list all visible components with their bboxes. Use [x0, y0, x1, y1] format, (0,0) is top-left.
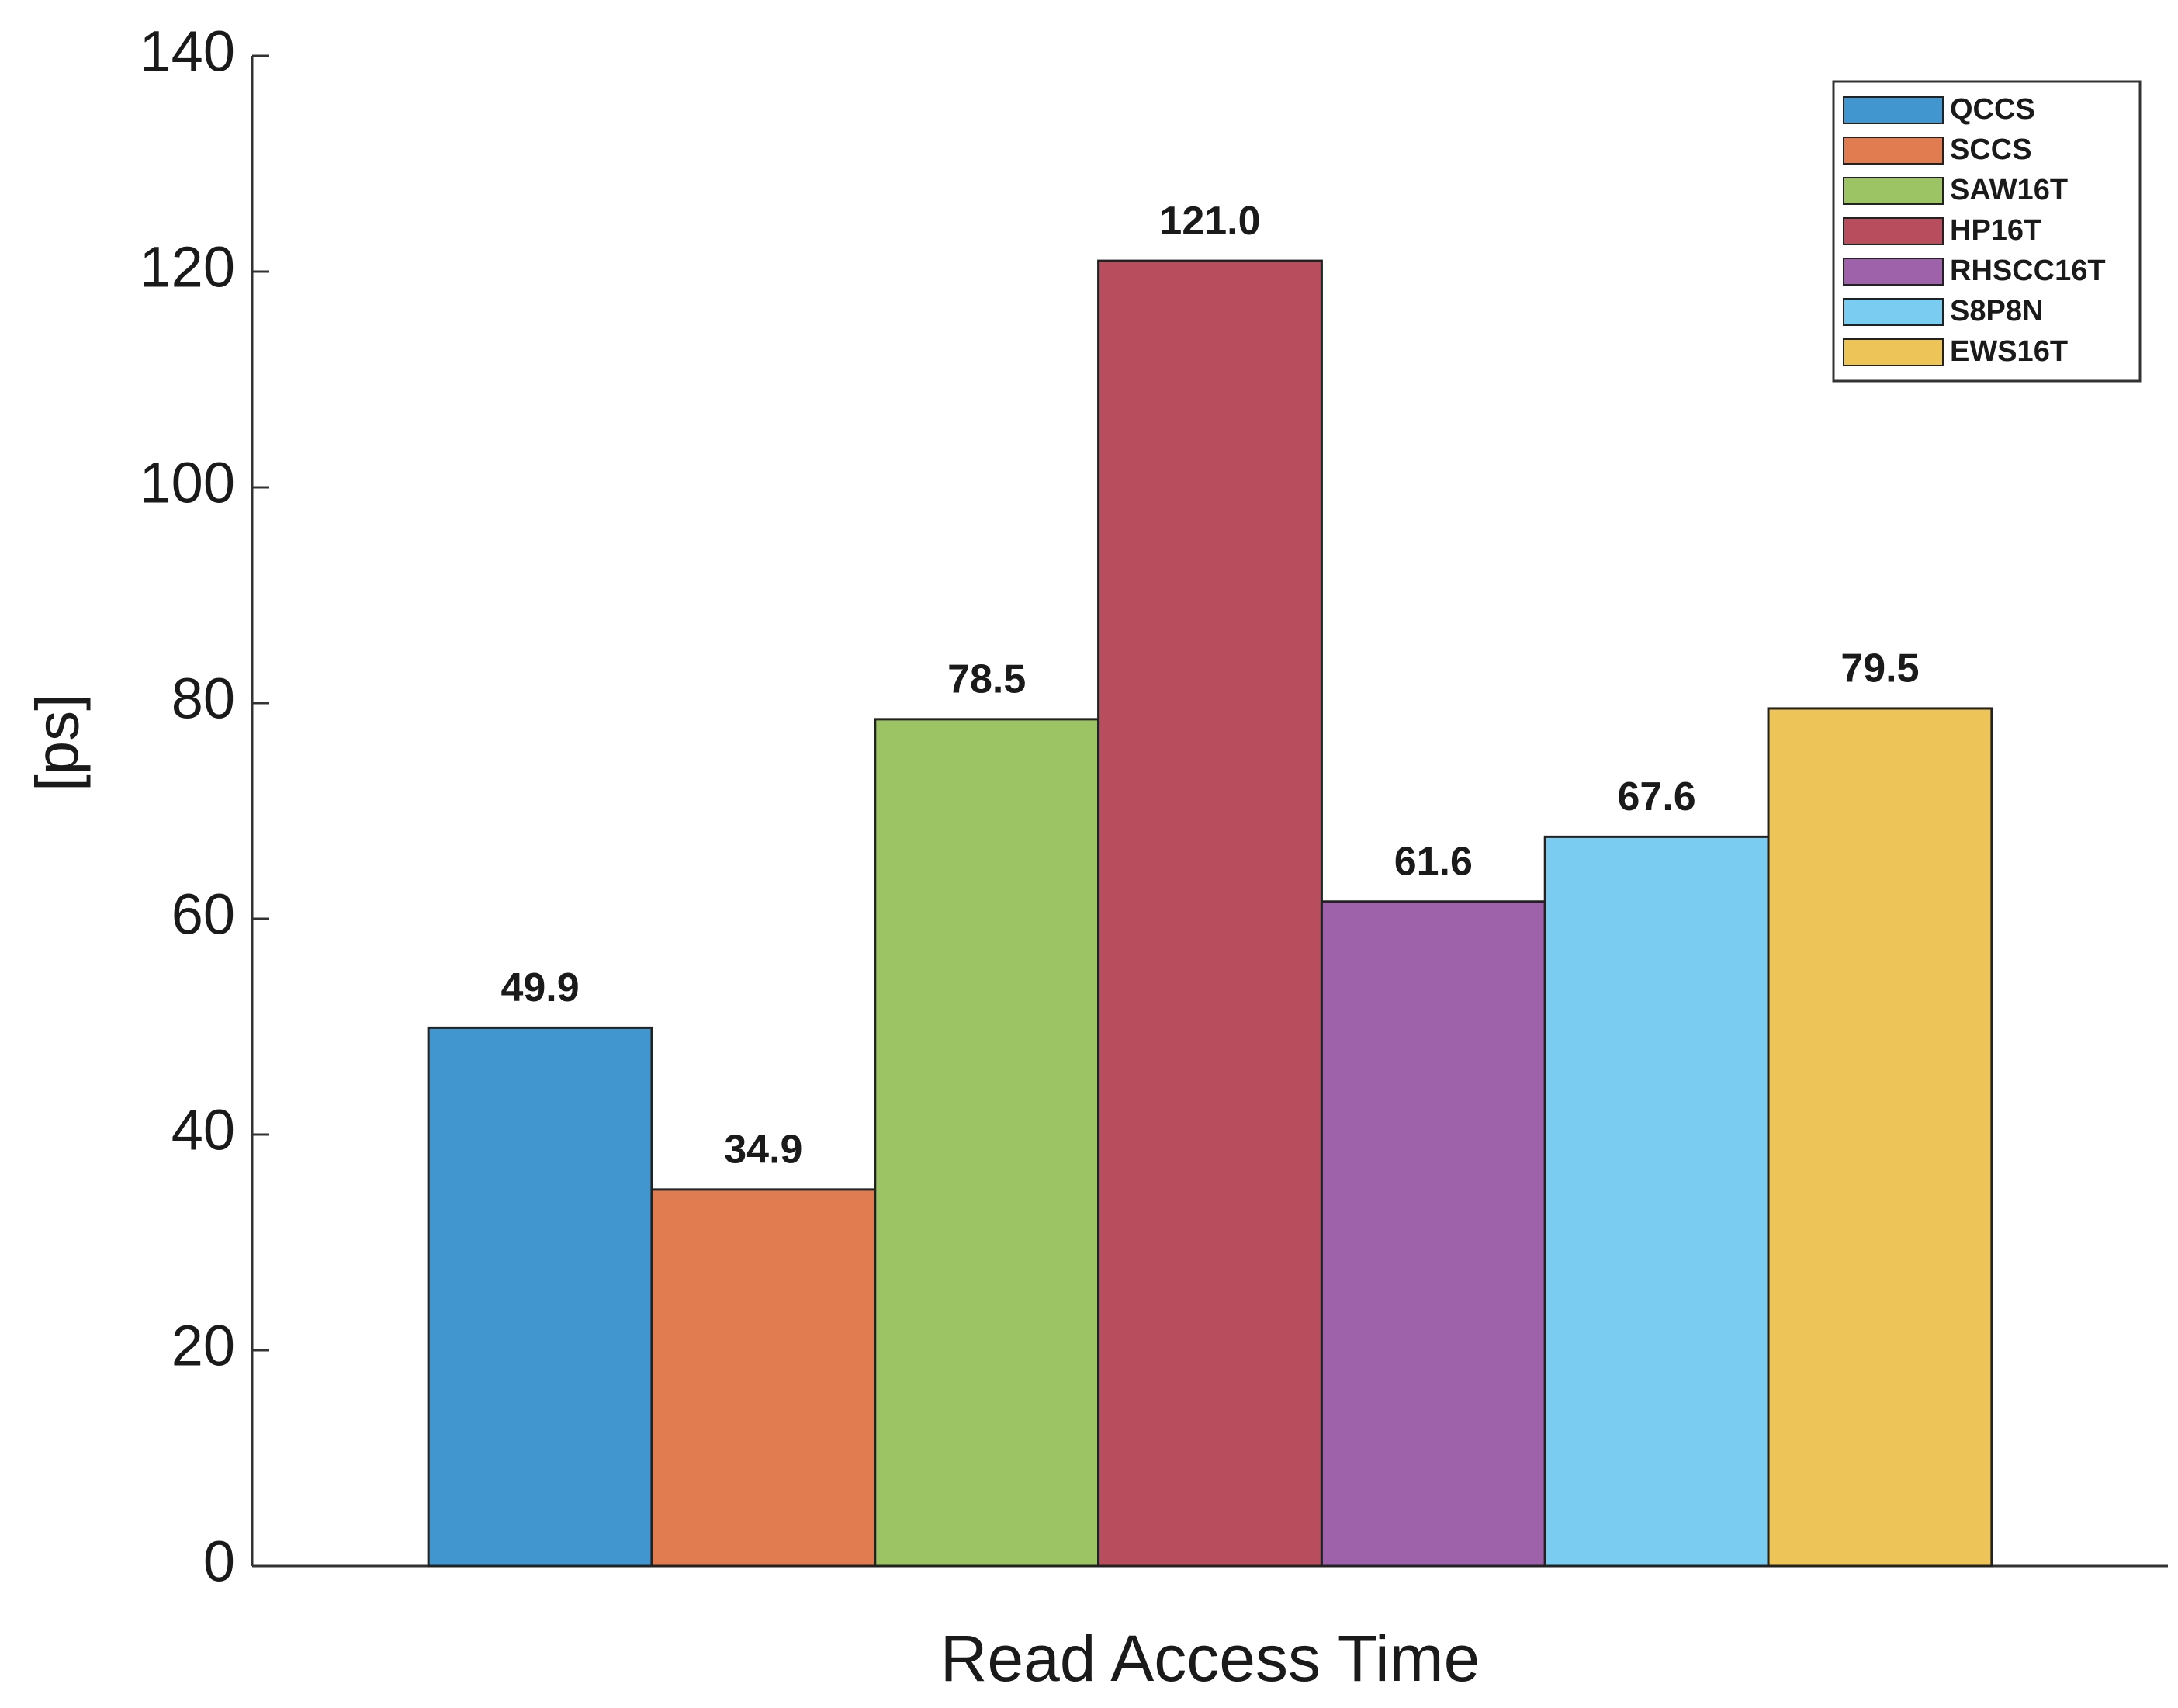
y-axis-label: [ps]: [23, 694, 92, 792]
legend-label: HP16T: [1950, 214, 2041, 247]
legend-label: EWS16T: [1950, 335, 2068, 368]
data-label: 121.0: [1159, 199, 1260, 244]
y-tick-label: 0: [203, 1530, 235, 1594]
data-label: 78.5: [947, 657, 1026, 702]
legend-label: SCCS: [1950, 133, 2032, 166]
y-tick-label: 100: [140, 451, 235, 515]
legend-swatch: [1843, 177, 1944, 205]
bar: [1320, 900, 1546, 1568]
y-tick-label: 80: [171, 667, 235, 731]
legend-swatch: [1843, 137, 1944, 165]
bar: [1097, 259, 1323, 1568]
x-tick-label: Read Access Time: [940, 1622, 1480, 1695]
legend-swatch: [1843, 338, 1944, 366]
y-tick-label: 120: [140, 235, 235, 300]
y-tick-label: 60: [171, 882, 235, 947]
bar: [650, 1188, 877, 1568]
legend-label: SAW16T: [1950, 174, 2068, 206]
data-label: 34.9: [724, 1128, 802, 1173]
bar: [1767, 707, 1993, 1568]
bar: [427, 1026, 653, 1568]
y-tick-label: 40: [171, 1098, 235, 1162]
y-tick-label: 20: [171, 1314, 235, 1378]
data-label: 61.6: [1394, 839, 1473, 884]
bar: [1543, 835, 1770, 1568]
bar: [874, 718, 1100, 1568]
legend-swatch: [1843, 258, 1944, 286]
legend-swatch: [1843, 298, 1944, 326]
data-label: 79.5: [1840, 646, 1919, 691]
legend-swatch: [1843, 217, 1944, 245]
legend-swatch: [1843, 96, 1944, 124]
y-tick-label: 140: [140, 19, 235, 84]
legend-label: RHSCC16T: [1950, 255, 2106, 287]
legend-box: [1832, 80, 2142, 383]
data-label: 49.9: [500, 965, 579, 1010]
legend-label: S8P8N: [1950, 295, 2043, 327]
data-label: 67.6: [1618, 774, 1696, 819]
legend-label: QCCS: [1950, 93, 2035, 126]
